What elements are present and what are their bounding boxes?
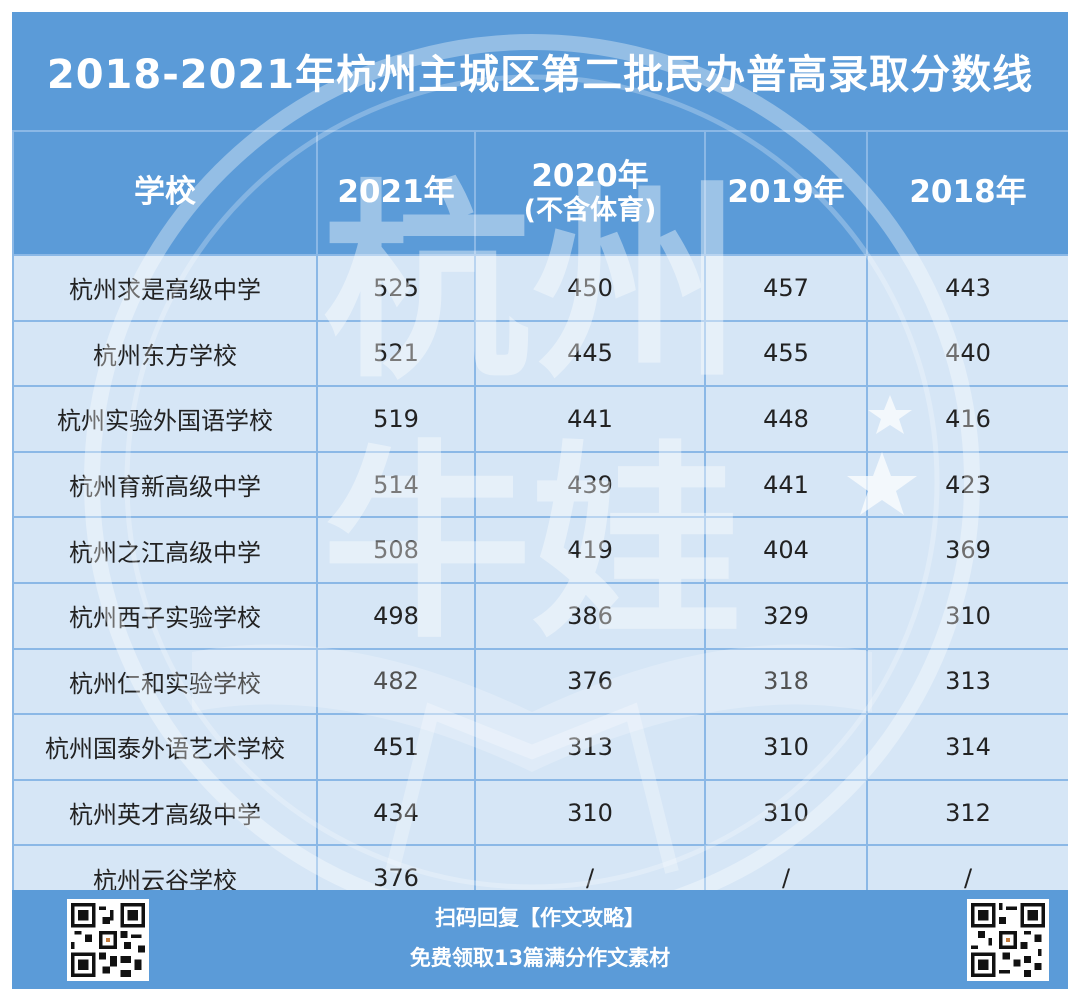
school-name-cell: 杭州育新高级中学 bbox=[12, 450, 318, 519]
header-2020-note: (不含体育) bbox=[523, 195, 657, 227]
table-row: 杭州育新高级中学 514 439 441 423 bbox=[12, 450, 1068, 519]
school-name-cell: 杭州仁和实验学校 bbox=[12, 647, 318, 716]
score-2019-cell: 318 bbox=[704, 647, 868, 716]
table-row: 杭州西子实验学校 498 386 329 310 bbox=[12, 581, 1068, 650]
table-row: 杭州之江高级中学 508 419 404 369 bbox=[12, 516, 1068, 584]
table-row: 杭州东方学校 521 445 455 440 bbox=[12, 319, 1068, 388]
score-2019-cell: 310 bbox=[704, 778, 868, 847]
table-row: 杭州国泰外语艺术学校 451 313 310 314 bbox=[12, 713, 1068, 781]
score-2018-cell: 310 bbox=[866, 581, 1068, 650]
header-2018: 2018年 bbox=[866, 130, 1068, 256]
score-2021-cell: 514 bbox=[316, 450, 476, 519]
header-school: 学校 bbox=[12, 130, 318, 256]
promo-footer: 扫码回复【作文攻略】 免费领取13篇满分作文素材 bbox=[12, 890, 1068, 989]
score-2021-cell: 482 bbox=[316, 647, 476, 716]
score-2019-cell: 404 bbox=[704, 516, 868, 584]
score-2021-cell: 525 bbox=[316, 254, 476, 322]
qr-code-icon[interactable] bbox=[67, 899, 149, 981]
score-2018-cell: 313 bbox=[866, 647, 1068, 716]
score-2018-cell: 369 bbox=[866, 516, 1068, 584]
score-2020-cell: 419 bbox=[474, 516, 706, 584]
school-name-cell: 杭州英才高级中学 bbox=[12, 778, 318, 847]
score-2018-cell: 443 bbox=[866, 254, 1068, 322]
score-2019-cell: 441 bbox=[704, 450, 868, 519]
score-2020-cell: 313 bbox=[474, 713, 706, 781]
school-name-cell: 杭州西子实验学校 bbox=[12, 581, 318, 650]
table-row: 杭州英才高级中学 434 310 310 312 bbox=[12, 778, 1068, 847]
score-2020-cell: 376 bbox=[474, 647, 706, 716]
promo-line-1: 扫码回复【作文攻略】 bbox=[435, 906, 645, 930]
header-2021: 2021年 bbox=[316, 130, 476, 256]
score-2019-cell: 448 bbox=[704, 385, 868, 453]
score-2020-cell: 450 bbox=[474, 254, 706, 322]
score-2018-cell: 416 bbox=[866, 385, 1068, 453]
title-bar: 2018-2021年杭州主城区第二批民办普高录取分数线 bbox=[12, 12, 1068, 130]
school-name-cell: 杭州国泰外语艺术学校 bbox=[12, 713, 318, 781]
score-2018-cell: 312 bbox=[866, 778, 1068, 847]
school-name-cell: 杭州东方学校 bbox=[12, 319, 318, 388]
table-row: 杭州求是高级中学 525 450 457 443 bbox=[12, 254, 1068, 322]
score-2020-cell: 445 bbox=[474, 319, 706, 388]
school-name-cell: 杭州求是高级中学 bbox=[12, 254, 318, 322]
score-2019-cell: 455 bbox=[704, 319, 868, 388]
table-row: 杭州仁和实验学校 482 376 318 313 bbox=[12, 647, 1068, 716]
score-2019-cell: 457 bbox=[704, 254, 868, 322]
page-title: 2018-2021年杭州主城区第二批民办普高录取分数线 bbox=[46, 52, 1034, 98]
header-2020-year: 2020年 bbox=[531, 158, 649, 195]
table-row: 杭州实验外国语学校 519 441 448 416 bbox=[12, 385, 1068, 453]
score-2019-cell: 329 bbox=[704, 581, 868, 650]
score-2018-cell: 423 bbox=[866, 450, 1068, 519]
header-2020: 2020年 (不含体育) bbox=[474, 130, 706, 256]
score-table-card: 2018-2021年杭州主城区第二批民办普高录取分数线 学校 2021年 202… bbox=[12, 12, 1068, 989]
score-2021-cell: 498 bbox=[316, 581, 476, 650]
score-2021-cell: 521 bbox=[316, 319, 476, 388]
score-2018-cell: 314 bbox=[866, 713, 1068, 781]
score-2021-cell: 451 bbox=[316, 713, 476, 781]
header-2019: 2019年 bbox=[704, 130, 868, 256]
score-2021-cell: 508 bbox=[316, 516, 476, 584]
score-2018-cell: 440 bbox=[866, 319, 1068, 388]
score-2021-cell: 519 bbox=[316, 385, 476, 453]
table-header-row: 学校 2021年 2020年 (不含体育) 2019年 2018年 bbox=[12, 130, 1068, 256]
qr-code-icon[interactable] bbox=[967, 899, 1049, 981]
score-2020-cell: 386 bbox=[474, 581, 706, 650]
school-name-cell: 杭州实验外国语学校 bbox=[12, 385, 318, 453]
score-2019-cell: 310 bbox=[704, 713, 868, 781]
score-2020-cell: 441 bbox=[474, 385, 706, 453]
promo-line-2: 免费领取13篇满分作文素材 bbox=[409, 946, 671, 970]
school-name-cell: 杭州之江高级中学 bbox=[12, 516, 318, 584]
score-2021-cell: 434 bbox=[316, 778, 476, 847]
score-2020-cell: 310 bbox=[474, 778, 706, 847]
score-table: 学校 2021年 2020年 (不含体育) 2019年 2018年 杭州求是高级… bbox=[12, 130, 1068, 912]
score-2020-cell: 439 bbox=[474, 450, 706, 519]
